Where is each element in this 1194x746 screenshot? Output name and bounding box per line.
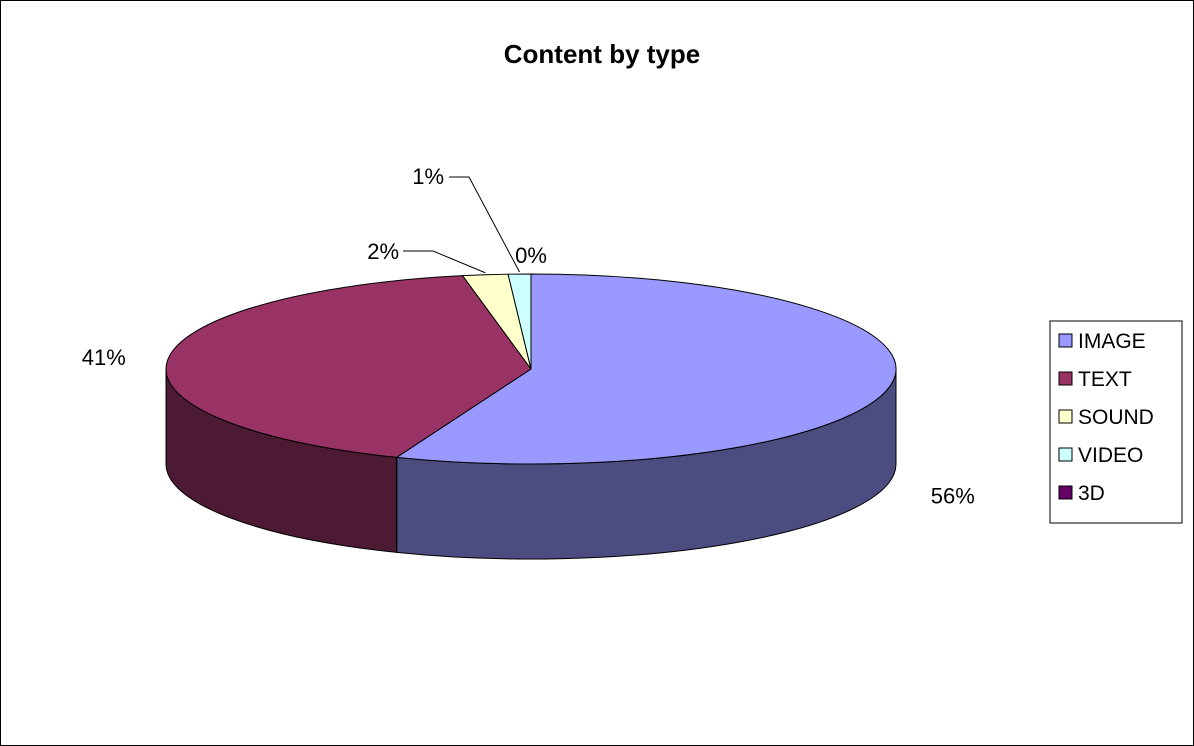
legend-swatch-image: [1058, 333, 1073, 348]
leader-line-sound: [403, 250, 486, 274]
legend-label-3d: 3D: [1078, 482, 1105, 505]
legend: IMAGE TEXT SOUND VIDEO 3D: [1049, 320, 1183, 524]
legend-label-sound: SOUND: [1078, 406, 1154, 429]
data-label-text: 41%: [82, 345, 126, 370]
legend-label-image: IMAGE: [1078, 330, 1146, 353]
legend-swatch-video: [1058, 447, 1073, 462]
legend-swatch-3d: [1058, 485, 1073, 500]
legend-swatch-text: [1058, 371, 1073, 386]
data-label-video: 1%: [412, 164, 444, 189]
pie-slice-text: [165, 275, 532, 458]
data-label-image: 56%: [931, 483, 975, 508]
pie-top: [165, 273, 897, 465]
chart-title: Content by type: [504, 39, 700, 69]
data-label-3d: 0%: [515, 243, 547, 268]
leader-line-video: [449, 176, 520, 273]
legend-label-video: VIDEO: [1078, 444, 1143, 467]
pie-slice-image: [395, 273, 897, 465]
legend-swatch-sound: [1058, 409, 1073, 424]
pie-slice-video: [507, 273, 532, 370]
data-label-sound: 2%: [367, 239, 399, 264]
legend-label-text: TEXT: [1078, 368, 1132, 391]
pie-labels: 56% 41% 2% 1% 0%: [82, 164, 975, 508]
